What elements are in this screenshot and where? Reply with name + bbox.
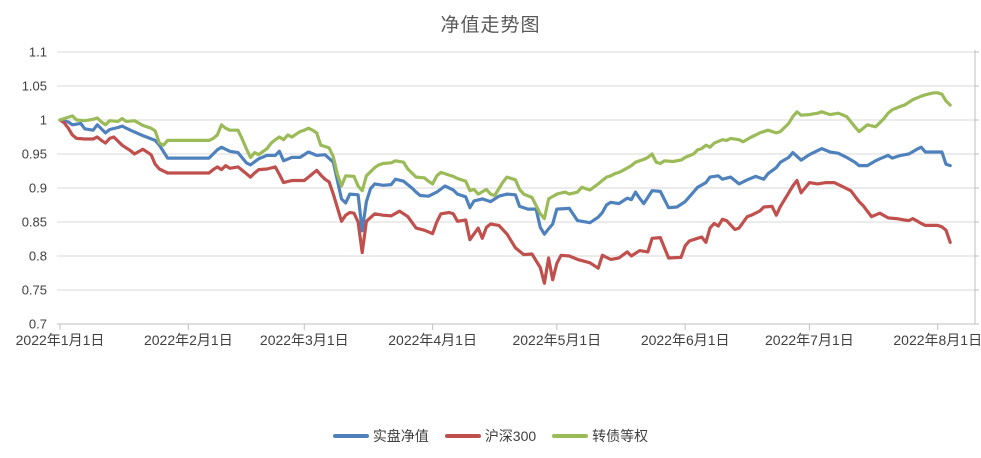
- x-axis-tick-label: 2022年3月1日: [260, 332, 349, 348]
- x-axis-tick-label: 2022年2月1日: [144, 332, 233, 348]
- x-axis-tick-label: 2022年1月1日: [16, 332, 105, 348]
- y-axis-tick-label: 1.1: [29, 45, 47, 60]
- legend-line-swatch-red: [444, 434, 481, 438]
- y-axis-tick-label: 0.95: [22, 147, 47, 162]
- chart-title: 净值走势图: [440, 15, 541, 36]
- x-axis-tick-label: 2022年5月1日: [512, 332, 601, 348]
- x-axis-tick-label: 2022年8月1日: [893, 332, 981, 348]
- x-axis-tick-label: 2022年7月1日: [765, 332, 854, 348]
- legend-label: 转债等权: [592, 428, 649, 444]
- x-axis-tick-label: 2022年6月1日: [641, 332, 730, 348]
- legend-line-swatch-green: [552, 434, 589, 438]
- series-line-zhuanzhai-dengquan: [58, 91, 952, 221]
- y-axis-tick-label: 0.9: [29, 181, 47, 196]
- y-axis-tick-label: 0.85: [22, 215, 47, 230]
- legend-label: 实盘净值: [372, 428, 429, 444]
- legend-item-zhuanzhai-dengquan[interactable]: 转债等权: [552, 426, 648, 446]
- legend-line-swatch-blue: [332, 434, 369, 438]
- y-axis-tick-label: 1.05: [22, 79, 47, 94]
- legend-label: 沪深300: [484, 428, 537, 444]
- series-line-shipan-jingzhi: [58, 118, 952, 236]
- y-axis-tick-label: 0.7: [29, 317, 47, 332]
- y-axis-tick-label: 0.75: [22, 283, 47, 298]
- series-line-hushen-300: [58, 118, 952, 285]
- y-axis-tick-label: 1: [40, 113, 47, 128]
- y-axis-tick-label: 0.8: [29, 249, 47, 264]
- legend-item-shipan-jingzhi[interactable]: 实盘净值: [332, 426, 429, 446]
- chart-legend: 实盘净值 沪深300 转债等权: [0, 426, 981, 446]
- legend-item-hushen-300[interactable]: 沪深300: [444, 426, 537, 446]
- x-axis-tick-label: 2022年4月1日: [388, 332, 477, 348]
